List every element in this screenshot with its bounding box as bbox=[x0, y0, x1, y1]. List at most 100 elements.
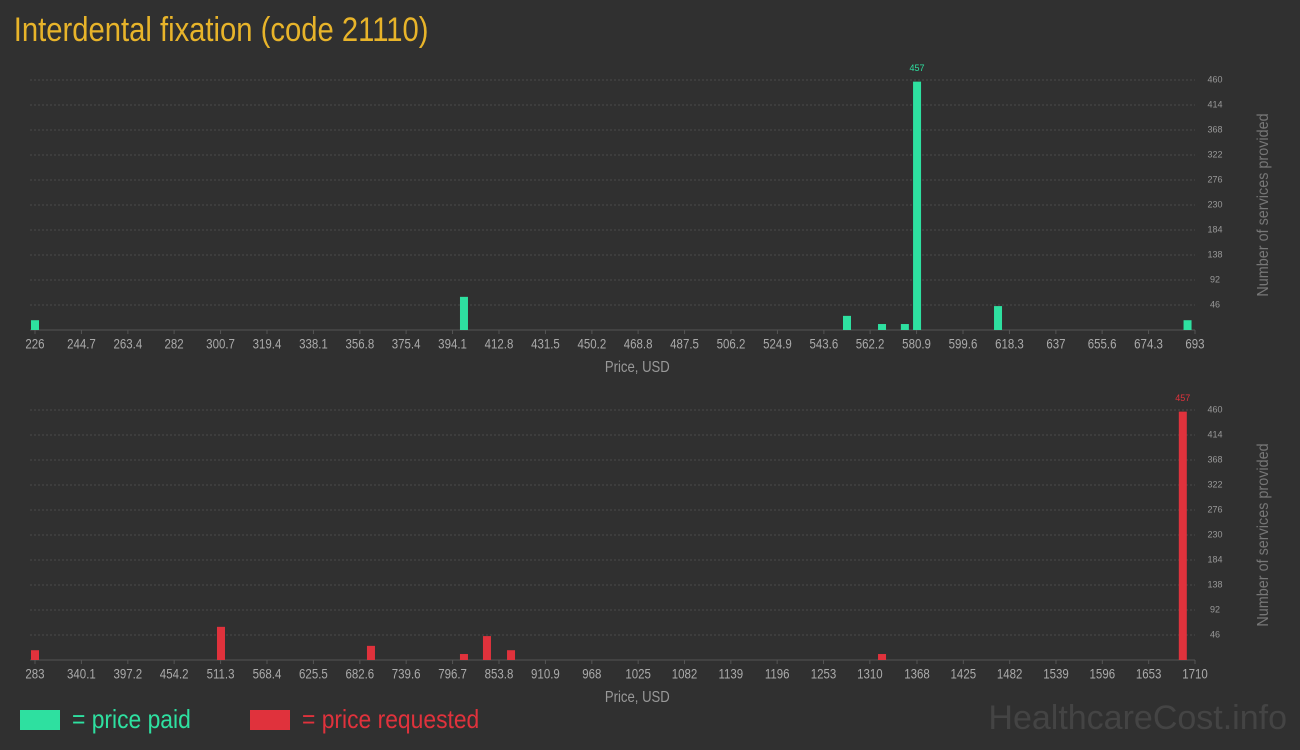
legend-label: = price requested bbox=[302, 706, 479, 735]
watermark: HealthcareCost.info bbox=[988, 699, 1287, 737]
x-tick-label: 487.5 bbox=[670, 336, 699, 352]
x-tick-label: 340.1 bbox=[67, 666, 96, 682]
x-tick-label: 543.6 bbox=[810, 336, 839, 352]
x-tick-label: 1253 bbox=[811, 666, 837, 682]
x-tick-label: 319.4 bbox=[253, 336, 282, 352]
bar bbox=[1183, 320, 1192, 330]
x-axis-label: Price, USD bbox=[605, 359, 670, 376]
y-axis-label: Number of services provided bbox=[1255, 443, 1273, 626]
y-tick-label: 230 bbox=[1207, 529, 1222, 539]
x-axis-label: Price, USD bbox=[605, 689, 670, 706]
x-tick-label: 655.6 bbox=[1088, 336, 1117, 352]
x-tick-label: 1025 bbox=[625, 666, 651, 682]
bar bbox=[31, 320, 39, 330]
bar bbox=[459, 654, 468, 660]
x-tick-label: 1425 bbox=[951, 666, 977, 682]
x-tick-label: 1310 bbox=[857, 666, 883, 682]
y-tick-label: 460 bbox=[1207, 74, 1222, 84]
x-tick-label: 283 bbox=[25, 666, 44, 682]
x-tick-label: 1368 bbox=[904, 666, 930, 682]
y-tick-label: 368 bbox=[1207, 454, 1222, 464]
legend-swatch bbox=[20, 710, 60, 730]
bar bbox=[878, 654, 887, 660]
bar bbox=[843, 315, 851, 330]
bar bbox=[459, 296, 468, 330]
x-tick-label: 450.2 bbox=[578, 336, 607, 352]
y-tick-label: 46 bbox=[1210, 299, 1220, 309]
x-tick-label: 282 bbox=[165, 336, 184, 352]
bar bbox=[507, 650, 516, 660]
data-label: 457 bbox=[910, 63, 925, 73]
x-tick-label: 524.9 bbox=[763, 336, 792, 352]
x-tick-label: 394.1 bbox=[438, 336, 467, 352]
x-tick-label: 910.9 bbox=[531, 666, 560, 682]
y-tick-label: 184 bbox=[1207, 554, 1222, 564]
x-tick-label: 506.2 bbox=[717, 336, 746, 352]
bar bbox=[216, 626, 225, 660]
x-tick-label: 300.7 bbox=[206, 336, 235, 352]
bar bbox=[482, 636, 491, 660]
x-tick-label: 599.6 bbox=[949, 336, 978, 352]
y-axis-label: Number of services provided bbox=[1255, 113, 1273, 296]
x-tick-label: 226 bbox=[25, 336, 44, 352]
x-tick-label: 853.8 bbox=[485, 666, 514, 682]
x-tick-label: 562.2 bbox=[856, 336, 885, 352]
bar bbox=[878, 324, 887, 330]
x-tick-label: 454.2 bbox=[160, 666, 189, 682]
x-tick-label: 244.7 bbox=[67, 336, 96, 352]
y-tick-label: 138 bbox=[1207, 249, 1222, 259]
x-tick-label: 338.1 bbox=[299, 336, 328, 352]
chart-title: Interdental fixation (code 21110) bbox=[14, 10, 429, 49]
x-tick-label: 468.8 bbox=[624, 336, 653, 352]
y-tick-label: 46 bbox=[1210, 629, 1220, 639]
x-tick-label: 1539 bbox=[1043, 666, 1069, 682]
y-tick-label: 460 bbox=[1207, 404, 1222, 414]
y-tick-label: 138 bbox=[1207, 579, 1222, 589]
y-tick-label: 92 bbox=[1210, 604, 1220, 614]
x-tick-label: 796.7 bbox=[438, 666, 467, 682]
x-tick-label: 397.2 bbox=[113, 666, 142, 682]
bar bbox=[31, 650, 39, 660]
y-tick-label: 368 bbox=[1207, 124, 1222, 134]
x-tick-label: 1082 bbox=[672, 666, 698, 682]
x-tick-label: 1482 bbox=[997, 666, 1023, 682]
x-tick-label: 580.9 bbox=[902, 336, 931, 352]
x-tick-label: 511.3 bbox=[207, 666, 235, 682]
y-tick-label: 276 bbox=[1207, 174, 1222, 184]
x-tick-label: 968 bbox=[582, 666, 601, 682]
bar bbox=[913, 81, 922, 330]
x-tick-label: 625.5 bbox=[299, 666, 328, 682]
bar bbox=[994, 306, 1003, 330]
y-tick-label: 184 bbox=[1207, 224, 1222, 234]
x-tick-label: 739.6 bbox=[392, 666, 421, 682]
legend-label: = price paid bbox=[72, 706, 191, 735]
y-tick-label: 414 bbox=[1207, 429, 1222, 439]
x-tick-label: 1196 bbox=[765, 666, 790, 682]
x-tick-label: 1653 bbox=[1136, 666, 1162, 682]
x-tick-label: 674.3 bbox=[1134, 336, 1163, 352]
y-tick-label: 414 bbox=[1207, 99, 1222, 109]
y-tick-label: 92 bbox=[1210, 274, 1220, 284]
x-tick-label: 356.8 bbox=[346, 336, 375, 352]
x-tick-label: 618.3 bbox=[995, 336, 1024, 352]
x-tick-label: 431.5 bbox=[531, 336, 560, 352]
x-tick-label: 1139 bbox=[718, 666, 743, 682]
x-tick-label: 1710 bbox=[1182, 666, 1208, 682]
y-tick-label: 322 bbox=[1207, 479, 1222, 489]
x-tick-label: 412.8 bbox=[485, 336, 514, 352]
legend-swatch bbox=[250, 710, 290, 730]
x-tick-label: 568.4 bbox=[253, 666, 282, 682]
x-tick-label: 263.4 bbox=[114, 336, 143, 352]
x-tick-label: 693 bbox=[1185, 336, 1204, 352]
data-label: 457 bbox=[1175, 393, 1190, 403]
y-tick-label: 230 bbox=[1207, 199, 1222, 209]
x-tick-label: 1596 bbox=[1090, 666, 1116, 682]
y-tick-label: 276 bbox=[1207, 504, 1222, 514]
bar bbox=[900, 324, 909, 330]
x-tick-label: 682.6 bbox=[345, 666, 374, 682]
bar bbox=[1178, 411, 1187, 660]
x-tick-label: 637 bbox=[1046, 336, 1065, 352]
